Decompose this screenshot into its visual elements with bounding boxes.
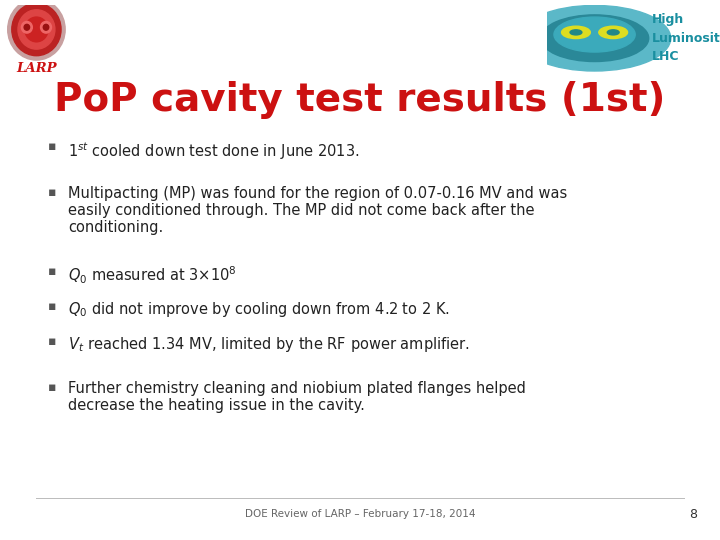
Text: PoP cavity test results (1st): PoP cavity test results (1st) xyxy=(54,81,666,119)
Text: easily conditioned through. The MP did not come back after the: easily conditioned through. The MP did n… xyxy=(68,203,534,218)
Circle shape xyxy=(607,30,619,35)
Text: Luminosity: Luminosity xyxy=(652,32,720,45)
Text: conditioning.: conditioning. xyxy=(68,220,163,235)
Text: Multipacting (MP) was found for the region of 0.07-0.16 MV and was: Multipacting (MP) was found for the regi… xyxy=(68,186,567,201)
Circle shape xyxy=(22,22,32,33)
Circle shape xyxy=(518,5,671,71)
Text: ▪: ▪ xyxy=(48,265,56,278)
Circle shape xyxy=(554,17,635,52)
Text: $Q_0$ measured at 3×10$^8$: $Q_0$ measured at 3×10$^8$ xyxy=(68,265,237,286)
Circle shape xyxy=(12,3,61,56)
Text: ▪: ▪ xyxy=(48,140,56,153)
Text: LHC: LHC xyxy=(652,50,680,63)
Circle shape xyxy=(570,30,582,35)
Circle shape xyxy=(43,24,49,30)
Text: DOE Review of LARP – February 17-18, 2014: DOE Review of LARP – February 17-18, 201… xyxy=(245,509,475,519)
Text: ▪: ▪ xyxy=(48,300,56,313)
Text: ▪: ▪ xyxy=(48,186,56,199)
Text: LARP: LARP xyxy=(16,62,57,75)
Circle shape xyxy=(24,24,30,30)
Text: Further chemistry cleaning and niobium plated flanges helped: Further chemistry cleaning and niobium p… xyxy=(68,381,526,396)
Circle shape xyxy=(40,22,52,33)
Text: decrease the heating issue in the cavity.: decrease the heating issue in the cavity… xyxy=(68,397,365,413)
Text: High: High xyxy=(652,14,684,26)
Circle shape xyxy=(562,26,590,38)
Text: $Q_0$ did not improve by cooling down from 4.2 to 2 K.: $Q_0$ did not improve by cooling down fr… xyxy=(68,300,450,319)
Text: 8: 8 xyxy=(689,508,697,521)
Circle shape xyxy=(599,26,628,38)
Text: ▪: ▪ xyxy=(48,335,56,348)
Text: $V_t$ reached 1.34 MV, limited by the RF power amplifier.: $V_t$ reached 1.34 MV, limited by the RF… xyxy=(68,335,470,354)
Text: ▪: ▪ xyxy=(48,381,56,394)
Circle shape xyxy=(541,15,649,62)
Circle shape xyxy=(24,17,48,42)
Circle shape xyxy=(8,0,65,60)
Circle shape xyxy=(18,10,55,49)
Text: 1$^{st}$ cooled down test done in June 2013.: 1$^{st}$ cooled down test done in June 2… xyxy=(68,140,360,162)
